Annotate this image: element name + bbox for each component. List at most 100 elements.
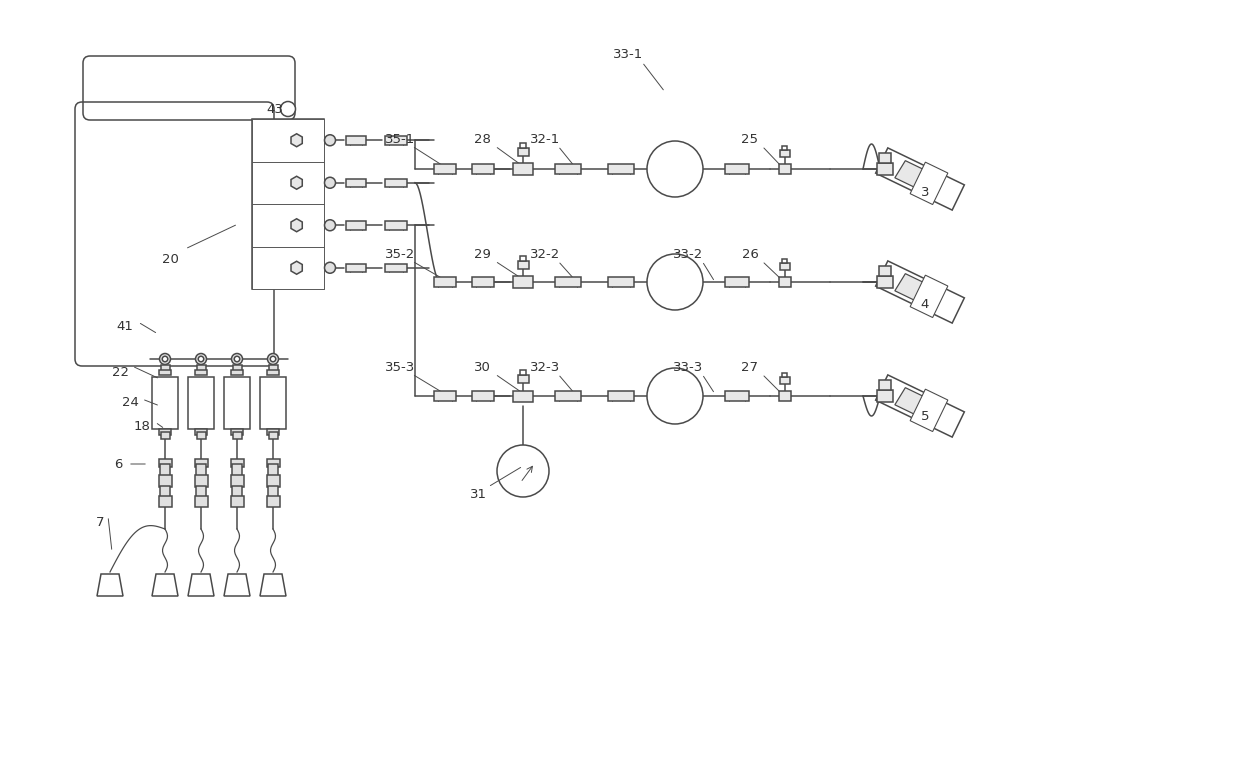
Text: 20: 20: [161, 252, 179, 266]
Bar: [252, 161, 324, 204]
Polygon shape: [910, 162, 947, 205]
Bar: [269, 432, 278, 439]
Bar: [252, 247, 324, 289]
Bar: [384, 264, 407, 272]
Text: 28: 28: [474, 132, 491, 145]
Polygon shape: [224, 574, 250, 596]
Bar: [195, 429, 207, 435]
Text: 30: 30: [474, 361, 491, 374]
Bar: [233, 432, 242, 439]
Bar: [153, 377, 179, 429]
Bar: [159, 475, 171, 487]
Circle shape: [234, 356, 239, 361]
Bar: [384, 136, 407, 144]
Bar: [517, 148, 528, 156]
Bar: [520, 256, 526, 261]
Text: 35-3: 35-3: [384, 361, 415, 374]
Text: 26: 26: [742, 248, 759, 261]
Circle shape: [162, 356, 167, 361]
Bar: [233, 365, 242, 373]
Text: 18: 18: [134, 419, 150, 432]
Bar: [472, 391, 494, 401]
Text: 35-2: 35-2: [384, 248, 415, 261]
Polygon shape: [153, 574, 179, 596]
Polygon shape: [895, 274, 924, 301]
Bar: [434, 391, 456, 401]
Bar: [346, 264, 366, 272]
FancyBboxPatch shape: [74, 102, 274, 366]
Bar: [160, 486, 170, 497]
Bar: [608, 164, 634, 174]
Circle shape: [325, 220, 336, 231]
Bar: [725, 277, 749, 287]
Text: 4: 4: [921, 297, 929, 310]
Bar: [877, 163, 893, 175]
Bar: [346, 221, 366, 229]
Bar: [346, 179, 366, 187]
Bar: [231, 459, 243, 467]
Bar: [268, 464, 278, 476]
Bar: [608, 391, 634, 401]
Text: 7: 7: [95, 516, 104, 529]
Bar: [268, 486, 278, 497]
Bar: [879, 380, 892, 390]
Text: 32-2: 32-2: [529, 248, 560, 261]
Bar: [517, 261, 528, 269]
Text: 27: 27: [742, 361, 759, 374]
Bar: [232, 464, 242, 476]
Bar: [231, 370, 243, 375]
Circle shape: [160, 354, 171, 364]
Bar: [252, 204, 324, 247]
Bar: [434, 277, 456, 287]
Bar: [267, 475, 279, 487]
Bar: [384, 221, 407, 229]
Text: 22: 22: [112, 365, 129, 378]
Bar: [556, 391, 582, 401]
Bar: [725, 391, 749, 401]
Circle shape: [325, 134, 336, 146]
Circle shape: [270, 356, 275, 361]
Bar: [269, 365, 278, 373]
Bar: [196, 486, 206, 497]
Text: 35-1: 35-1: [384, 132, 415, 145]
Bar: [267, 429, 279, 435]
Circle shape: [198, 356, 203, 361]
Bar: [782, 146, 787, 150]
Bar: [434, 164, 456, 174]
Circle shape: [325, 262, 336, 274]
Bar: [196, 365, 206, 373]
Polygon shape: [875, 375, 965, 437]
Circle shape: [497, 445, 549, 497]
Bar: [877, 276, 893, 288]
Bar: [267, 459, 279, 467]
Polygon shape: [875, 148, 965, 210]
Polygon shape: [97, 574, 123, 596]
Bar: [384, 179, 407, 187]
Text: 3: 3: [921, 186, 929, 199]
Text: 33-1: 33-1: [613, 47, 644, 60]
Text: 31: 31: [470, 487, 486, 500]
Bar: [195, 496, 207, 507]
Polygon shape: [895, 387, 924, 415]
Bar: [520, 370, 526, 375]
Bar: [782, 259, 787, 263]
Bar: [231, 496, 243, 507]
Text: 29: 29: [474, 248, 491, 261]
Polygon shape: [291, 176, 303, 189]
Bar: [195, 459, 207, 467]
Bar: [159, 459, 171, 467]
Bar: [779, 277, 791, 287]
Text: 43: 43: [267, 102, 284, 115]
Bar: [556, 164, 582, 174]
Bar: [231, 475, 243, 487]
Bar: [232, 486, 242, 497]
Bar: [517, 375, 528, 383]
Polygon shape: [910, 275, 947, 318]
Text: 25: 25: [742, 132, 759, 145]
Bar: [188, 377, 215, 429]
Polygon shape: [910, 389, 947, 432]
Circle shape: [268, 354, 279, 364]
Polygon shape: [291, 134, 303, 147]
Bar: [159, 370, 171, 375]
Bar: [196, 464, 206, 476]
